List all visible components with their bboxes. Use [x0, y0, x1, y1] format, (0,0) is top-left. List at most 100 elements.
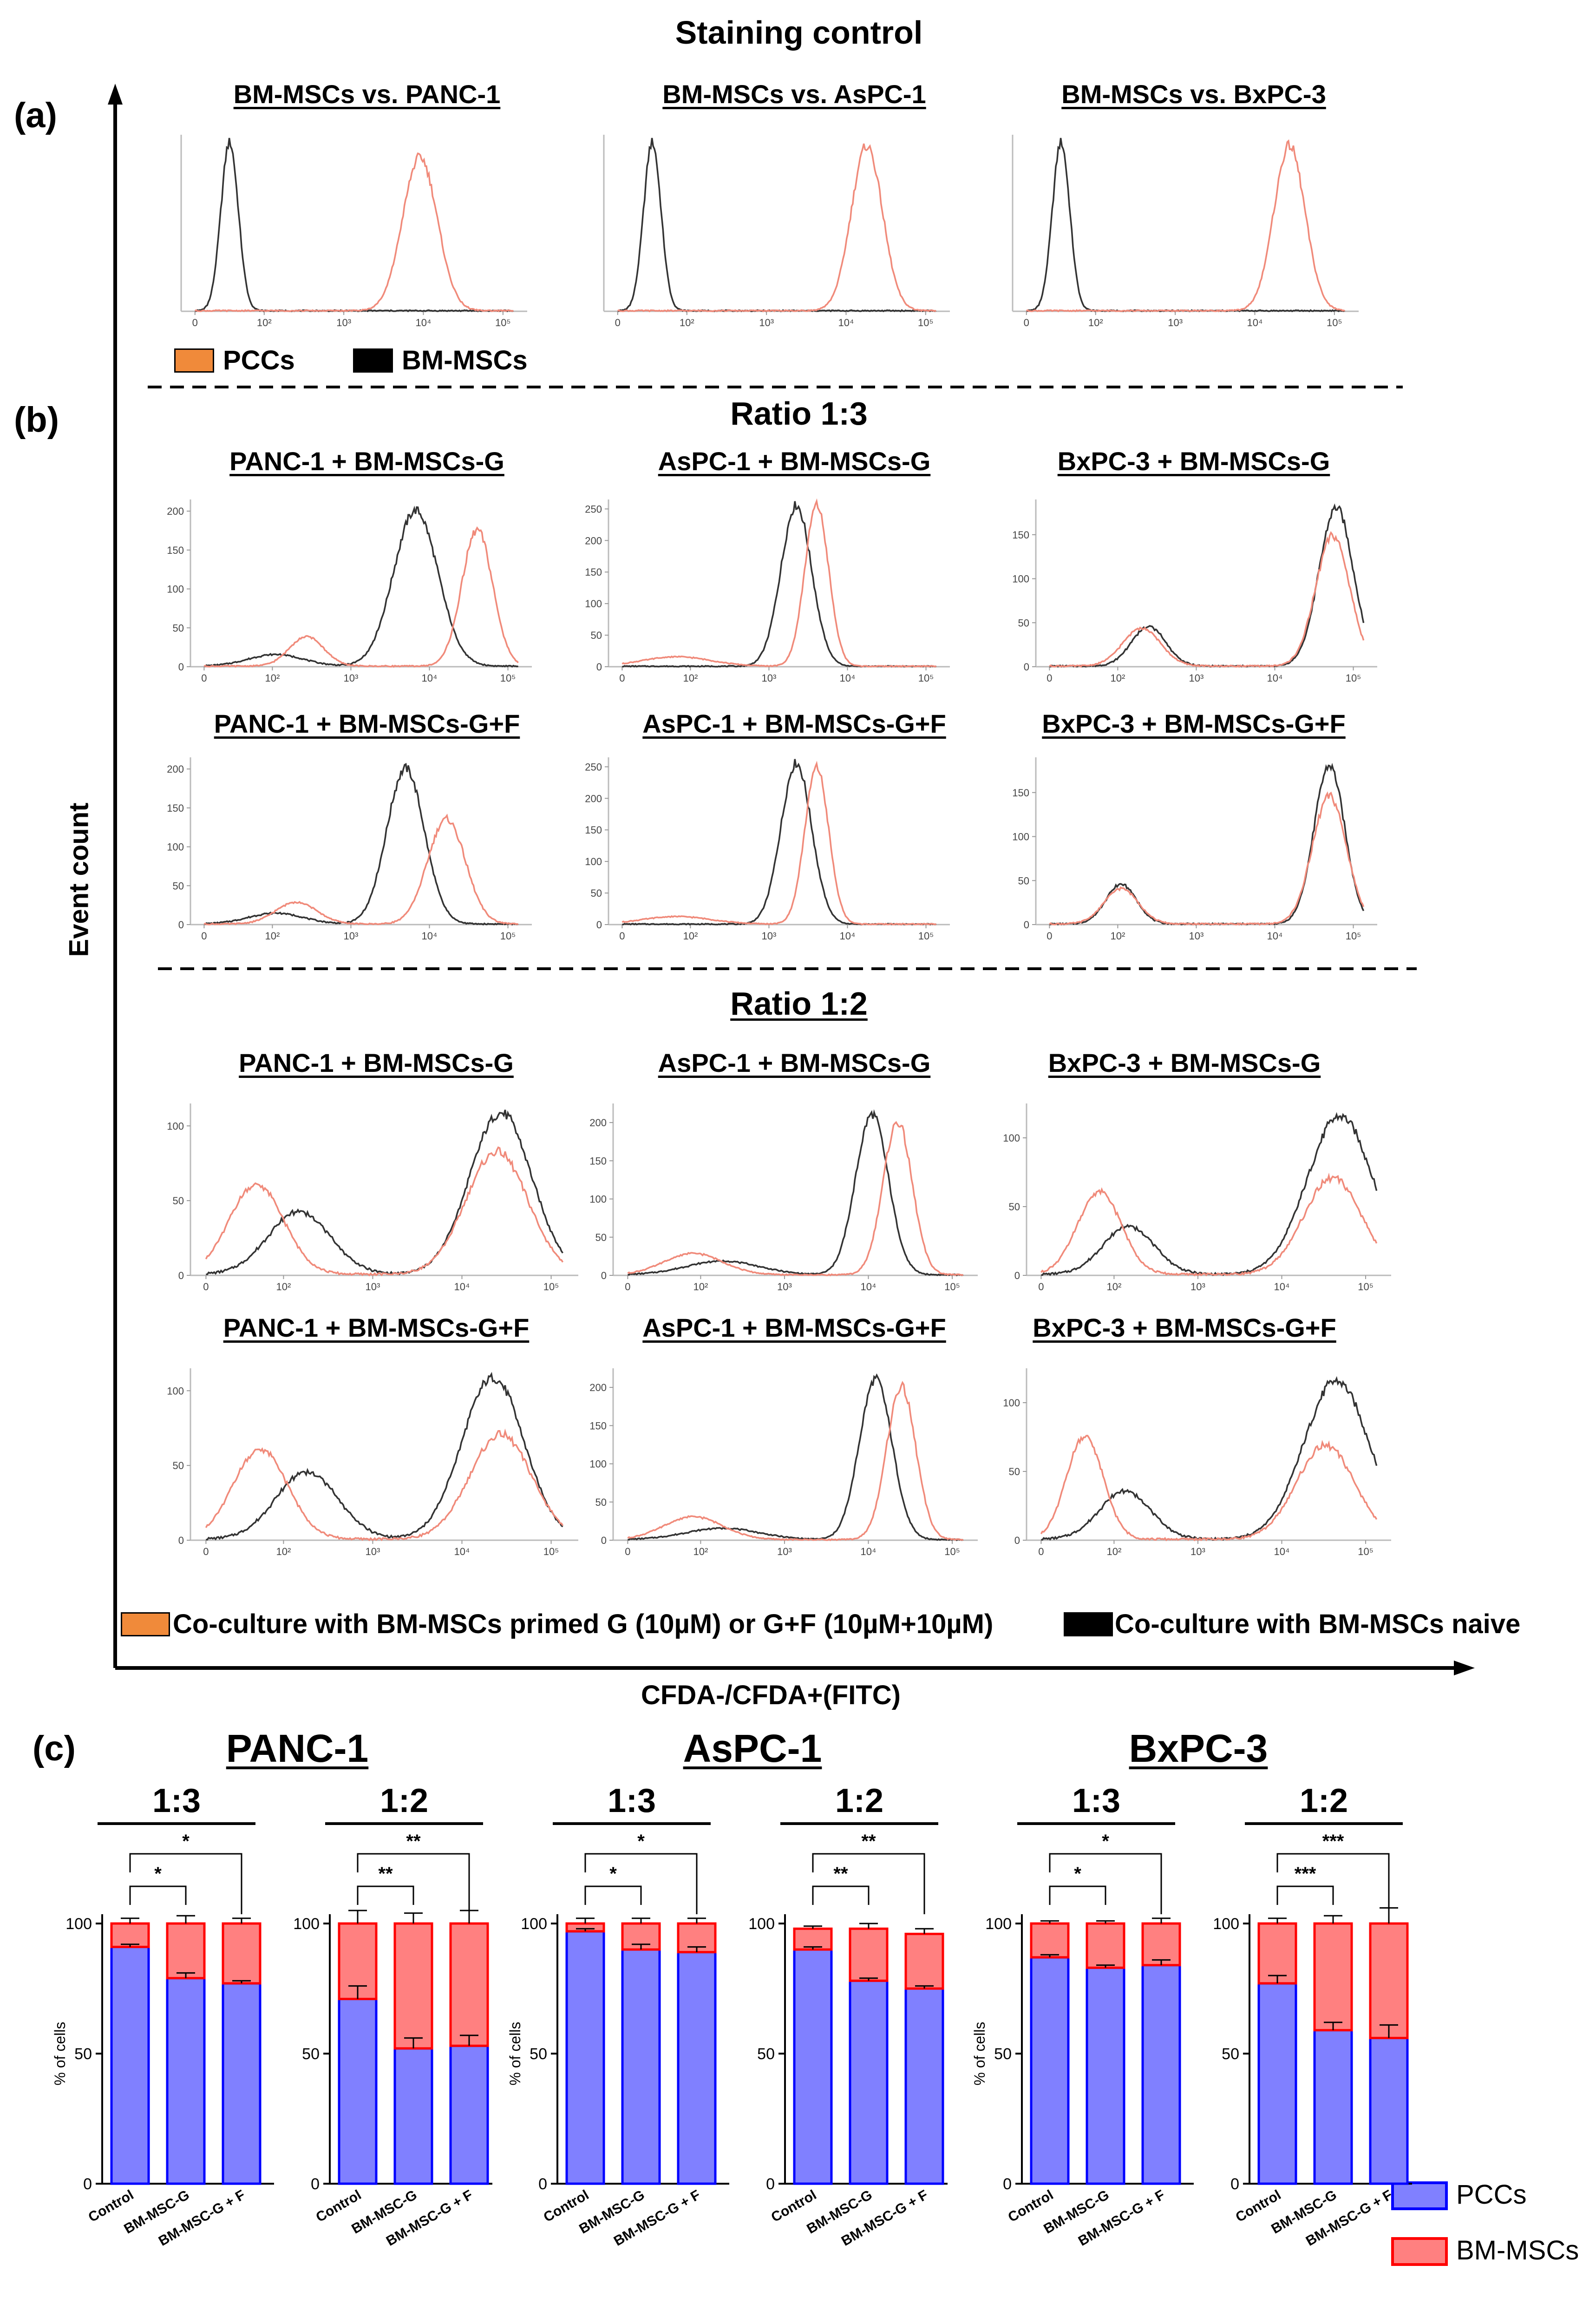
x-tick-label: 10³: [1190, 1546, 1205, 1557]
series-line-pccs: [194, 152, 514, 313]
histogram-chart: 0 50 100 150 200 0 10² 10³ 10⁴ 10⁵: [167, 757, 532, 942]
x-tick-label: 0: [619, 930, 625, 942]
panel-label-b: (b): [14, 400, 59, 440]
x-tick-label: 0: [1038, 1281, 1044, 1293]
significance-bracket: [357, 1853, 470, 1914]
x-tick-label: 10⁵: [495, 317, 511, 328]
y-tick-label: 0: [766, 2175, 775, 2193]
y-axis-label: % of cells: [971, 2022, 988, 2086]
significance-label: **: [861, 1831, 876, 1851]
significance-bracket: [129, 1853, 242, 1914]
y-tick-label: 100: [585, 598, 602, 610]
x-tick-label: 10³: [336, 317, 351, 328]
y-tick-label: 100: [167, 841, 184, 853]
y-tick-label: 50: [1009, 1201, 1020, 1213]
bar-bmmscs: [166, 1922, 206, 1980]
bar-pccs: [621, 1948, 661, 2185]
significance-label: *: [609, 1864, 617, 1884]
significance-bracket: [584, 1853, 698, 1914]
hist-title: BM-MSCs vs. PANC-1: [233, 79, 501, 109]
bar-pccs: [849, 1979, 889, 2185]
legend-c-bmmsc-swatch: [1391, 2237, 1448, 2266]
x-tick-label: 10⁴: [1247, 317, 1263, 328]
x-tick-label: 0: [1024, 317, 1029, 328]
x-tick-label: 10⁴: [416, 317, 432, 328]
series-line-naive: [1041, 1112, 1378, 1276]
series-line-primed: [1049, 791, 1365, 926]
y-tick-label: 100: [748, 1915, 775, 1933]
bar-pccs: [393, 2047, 433, 2185]
legend-b-naive-label: Co-culture with BM-MSCs naive: [1115, 1609, 1521, 1639]
y-tick-label: 50: [173, 1195, 184, 1207]
series-line-primed: [1040, 1435, 1378, 1542]
significance-bracket: [357, 1885, 414, 1905]
significance-bracket: [1276, 1885, 1334, 1905]
x-tick-label: 10³: [1190, 1281, 1205, 1293]
histogram-chart: 0 50 100 150 200 250 0 10² 10³ 10⁴ 10⁵: [585, 498, 950, 684]
significance-label: **: [833, 1864, 848, 1884]
series-line-primed: [205, 1428, 564, 1542]
x-tick-label: 10²: [1088, 317, 1103, 328]
bar-bmmscs: [110, 1922, 150, 1948]
y-tick-label: 250: [585, 503, 602, 515]
series-line-naive: [1049, 762, 1365, 926]
legend-b-primed-swatch: [121, 1612, 170, 1636]
y-axis-label: % of cells: [507, 2022, 523, 2086]
x-tick-label: 10⁴: [422, 930, 438, 942]
x-tick-label: 0: [1047, 672, 1052, 684]
y-tick-label: 100: [589, 1194, 607, 1205]
hist-title: BM-MSCs vs. BxPC-3: [1061, 79, 1326, 109]
bar-pccs: [1141, 1964, 1181, 2185]
y-tick-label: 200: [167, 506, 184, 517]
significance-label: ***: [1295, 1864, 1316, 1884]
x-tick-label: 10²: [1111, 672, 1125, 684]
y-tick-label: 0: [1024, 661, 1029, 673]
series-line-primed: [621, 761, 937, 926]
significance-bracket: [812, 1885, 870, 1905]
histogram-chart: 0 10² 10³ 10⁴ 10⁵: [603, 135, 950, 328]
bar-bmmscs: [449, 1922, 489, 2047]
x-tick-label: 10³: [1189, 672, 1204, 684]
bar-subtitle: 1:2: [380, 1784, 428, 1819]
y-tick-label: 0: [596, 661, 602, 673]
y-tick-label: 50: [591, 630, 602, 641]
series-line-primed: [621, 498, 937, 668]
series-line-naive: [206, 1372, 563, 1541]
y-tick-label: 0: [178, 1535, 184, 1546]
x-tick-label: 10³: [366, 1546, 380, 1557]
y-tick-label: 100: [167, 1120, 184, 1132]
series-line-naive: [628, 1109, 964, 1276]
y-tick-label: 0: [596, 919, 602, 931]
y-tick-label: 200: [585, 793, 602, 804]
y-tick-label: 0: [1014, 1270, 1020, 1281]
y-tick-label: 100: [167, 1385, 184, 1397]
y-tick-label: 0: [538, 2175, 547, 2193]
bar-bmmscs: [222, 1922, 262, 1985]
series-line-pccs: [617, 143, 936, 313]
hist-title: BxPC-3 + BM-MSCs-G+F: [1033, 1313, 1336, 1342]
y-tick-label: 0: [311, 2175, 320, 2193]
y-tick-label: 0: [1003, 2175, 1012, 2193]
histogram-chart: 0 10² 10³ 10⁴ 10⁵: [180, 135, 527, 328]
series-line-primed: [627, 1381, 964, 1542]
x-tick-label: 10⁵: [1346, 672, 1361, 684]
series-line-naive: [204, 762, 519, 926]
legend-a-pccs-label: PCCs: [223, 345, 295, 375]
y-tick-label: 200: [585, 535, 602, 546]
x-tick-label: 10⁴: [454, 1546, 470, 1557]
series-line-primed: [627, 1121, 964, 1277]
x-tick-label: 10²: [1107, 1281, 1122, 1293]
histogram-chart: 0 50 100 150 200 0 10² 10³ 10⁴ 10⁵: [167, 499, 532, 684]
hist-title: AsPC-1 + BM-MSCs-G: [658, 1048, 931, 1077]
y-tick-label: 100: [1003, 1397, 1020, 1409]
y-tick-label: 50: [173, 880, 184, 892]
x-tick-label: 0: [625, 1281, 630, 1293]
x-tick-label: 10⁴: [840, 930, 856, 942]
panel-label-c: (c): [33, 1729, 76, 1768]
bar-group-title: AsPC-1: [683, 1727, 822, 1770]
bar-subtitle: 1:3: [152, 1784, 201, 1819]
x-tick-label: 10⁵: [1327, 317, 1342, 328]
series-line-bmmscs: [195, 138, 514, 313]
